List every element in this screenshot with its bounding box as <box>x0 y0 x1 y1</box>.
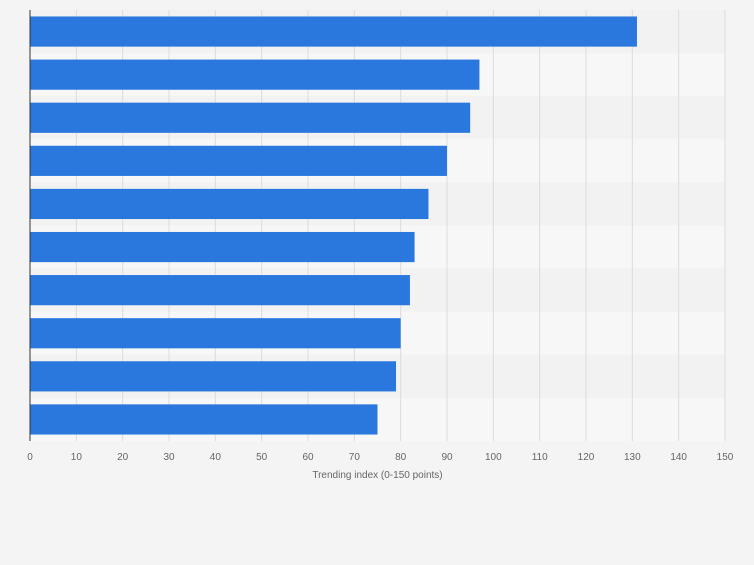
bar[interactable] <box>30 145 447 176</box>
bar[interactable] <box>30 231 415 263</box>
bar[interactable] <box>30 361 397 392</box>
x-tick-label: 50 <box>256 452 268 463</box>
x-tick-label: 70 <box>349 452 361 463</box>
bar[interactable] <box>30 318 401 349</box>
bar[interactable] <box>30 16 637 47</box>
bar[interactable] <box>30 188 429 220</box>
x-tick-labels: 0 10 20 30 40 50 60 70 80 90 100 110 120 130 140 150 <box>27 452 734 463</box>
x-tick-label: 100 <box>485 452 502 463</box>
x-axis-title: Trending index (0-150 points) <box>312 470 442 481</box>
x-tick-label: 120 <box>578 452 595 463</box>
x-tick-label: 60 <box>302 452 314 463</box>
x-tick-label: 20 <box>117 452 129 463</box>
bars <box>30 16 637 435</box>
bar[interactable] <box>30 102 471 133</box>
x-tick-label: 110 <box>532 452 548 463</box>
x-tick-label: 0 <box>27 452 33 463</box>
x-tick-label: 40 <box>210 452 222 463</box>
x-tick-label: 30 <box>163 452 175 463</box>
bar[interactable] <box>30 59 480 90</box>
x-tick-label: 90 <box>441 452 453 463</box>
x-tick-label: 130 <box>624 452 641 463</box>
x-tick-label: 80 <box>395 452 407 463</box>
x-tick-label: 140 <box>670 452 687 463</box>
bar[interactable] <box>30 275 410 306</box>
bar[interactable] <box>30 404 378 435</box>
x-tick-label: 150 <box>717 452 734 463</box>
x-tick-label: 10 <box>71 452 83 463</box>
